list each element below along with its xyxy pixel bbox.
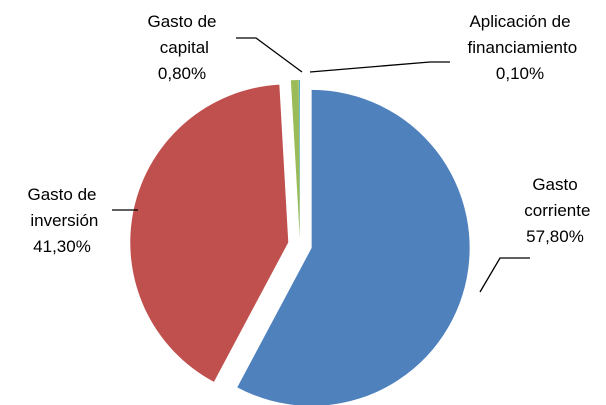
value-label: 0,10% bbox=[496, 64, 544, 83]
pie-slice bbox=[290, 80, 300, 239]
pie-slice bbox=[298, 80, 300, 239]
category-label: Gasto de capital bbox=[148, 12, 217, 57]
leader-line bbox=[479, 257, 530, 293]
pie-slice bbox=[130, 84, 289, 382]
pie-slice bbox=[237, 89, 470, 405]
category-label: Gasto corriente bbox=[520, 175, 591, 220]
leader-line bbox=[236, 37, 303, 73]
value-label: 0,80% bbox=[158, 64, 206, 83]
category-label: Gasto de inversión bbox=[26, 185, 99, 230]
category-label: Aplicación de financiamiento bbox=[463, 12, 577, 57]
value-label: 41,30% bbox=[33, 237, 91, 256]
leader-line bbox=[309, 61, 450, 73]
value-label: 57,80% bbox=[526, 227, 584, 246]
